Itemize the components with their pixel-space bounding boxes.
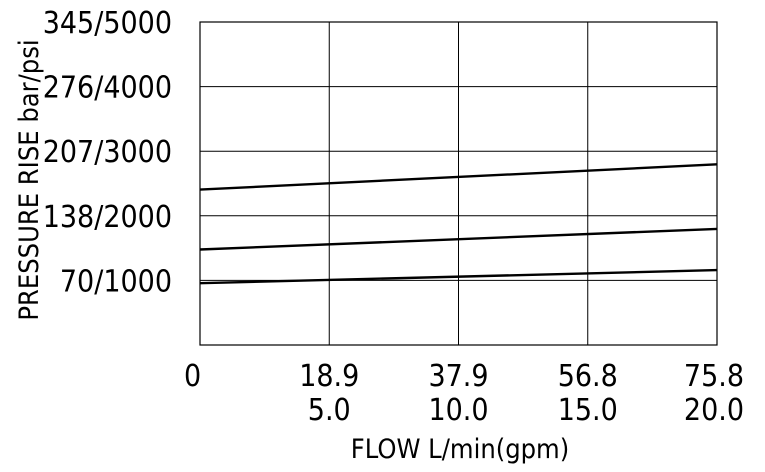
y-tick-labels: 70/1000 138/2000 207/3000 276/4000 345/5000	[43, 6, 172, 299]
y-tick-label: 207/3000	[43, 135, 172, 170]
y-tick-label: 70/1000	[60, 264, 172, 299]
y-axis-label: PRESSURE RISE bar/psi	[14, 39, 45, 320]
y-tick-label: 138/2000	[43, 200, 172, 235]
x-tick-label-lpm: 18.9	[299, 359, 359, 394]
x-tick-label-gpm: 15.0	[558, 393, 618, 428]
x-tick-label-gpm: 5.0	[308, 393, 351, 428]
x-tick-labels: 0 18.9 37.9 56.8 75.8 5.0 10.0 15.0 20.0	[184, 359, 744, 428]
chart-grid	[199, 21, 718, 346]
x-tick-label-gpm: 10.0	[428, 393, 488, 428]
y-tick-label: 276/4000	[43, 71, 172, 106]
x-tick-label-lpm: 75.8	[684, 359, 744, 394]
y-tick-label: 345/5000	[43, 6, 172, 41]
series-line-3	[199, 163, 718, 191]
series-line-1	[199, 268, 718, 285]
chart-series	[199, 163, 718, 285]
series-line-2	[199, 227, 718, 251]
x-axis-label: FLOW L/min(gpm)	[351, 434, 569, 465]
x-tick-label-lpm: 56.8	[558, 359, 618, 394]
x-tick-label-lpm: 0	[184, 359, 201, 394]
x-tick-label-gpm: 20.0	[684, 393, 744, 428]
x-tick-label-lpm: 37.9	[428, 359, 488, 394]
